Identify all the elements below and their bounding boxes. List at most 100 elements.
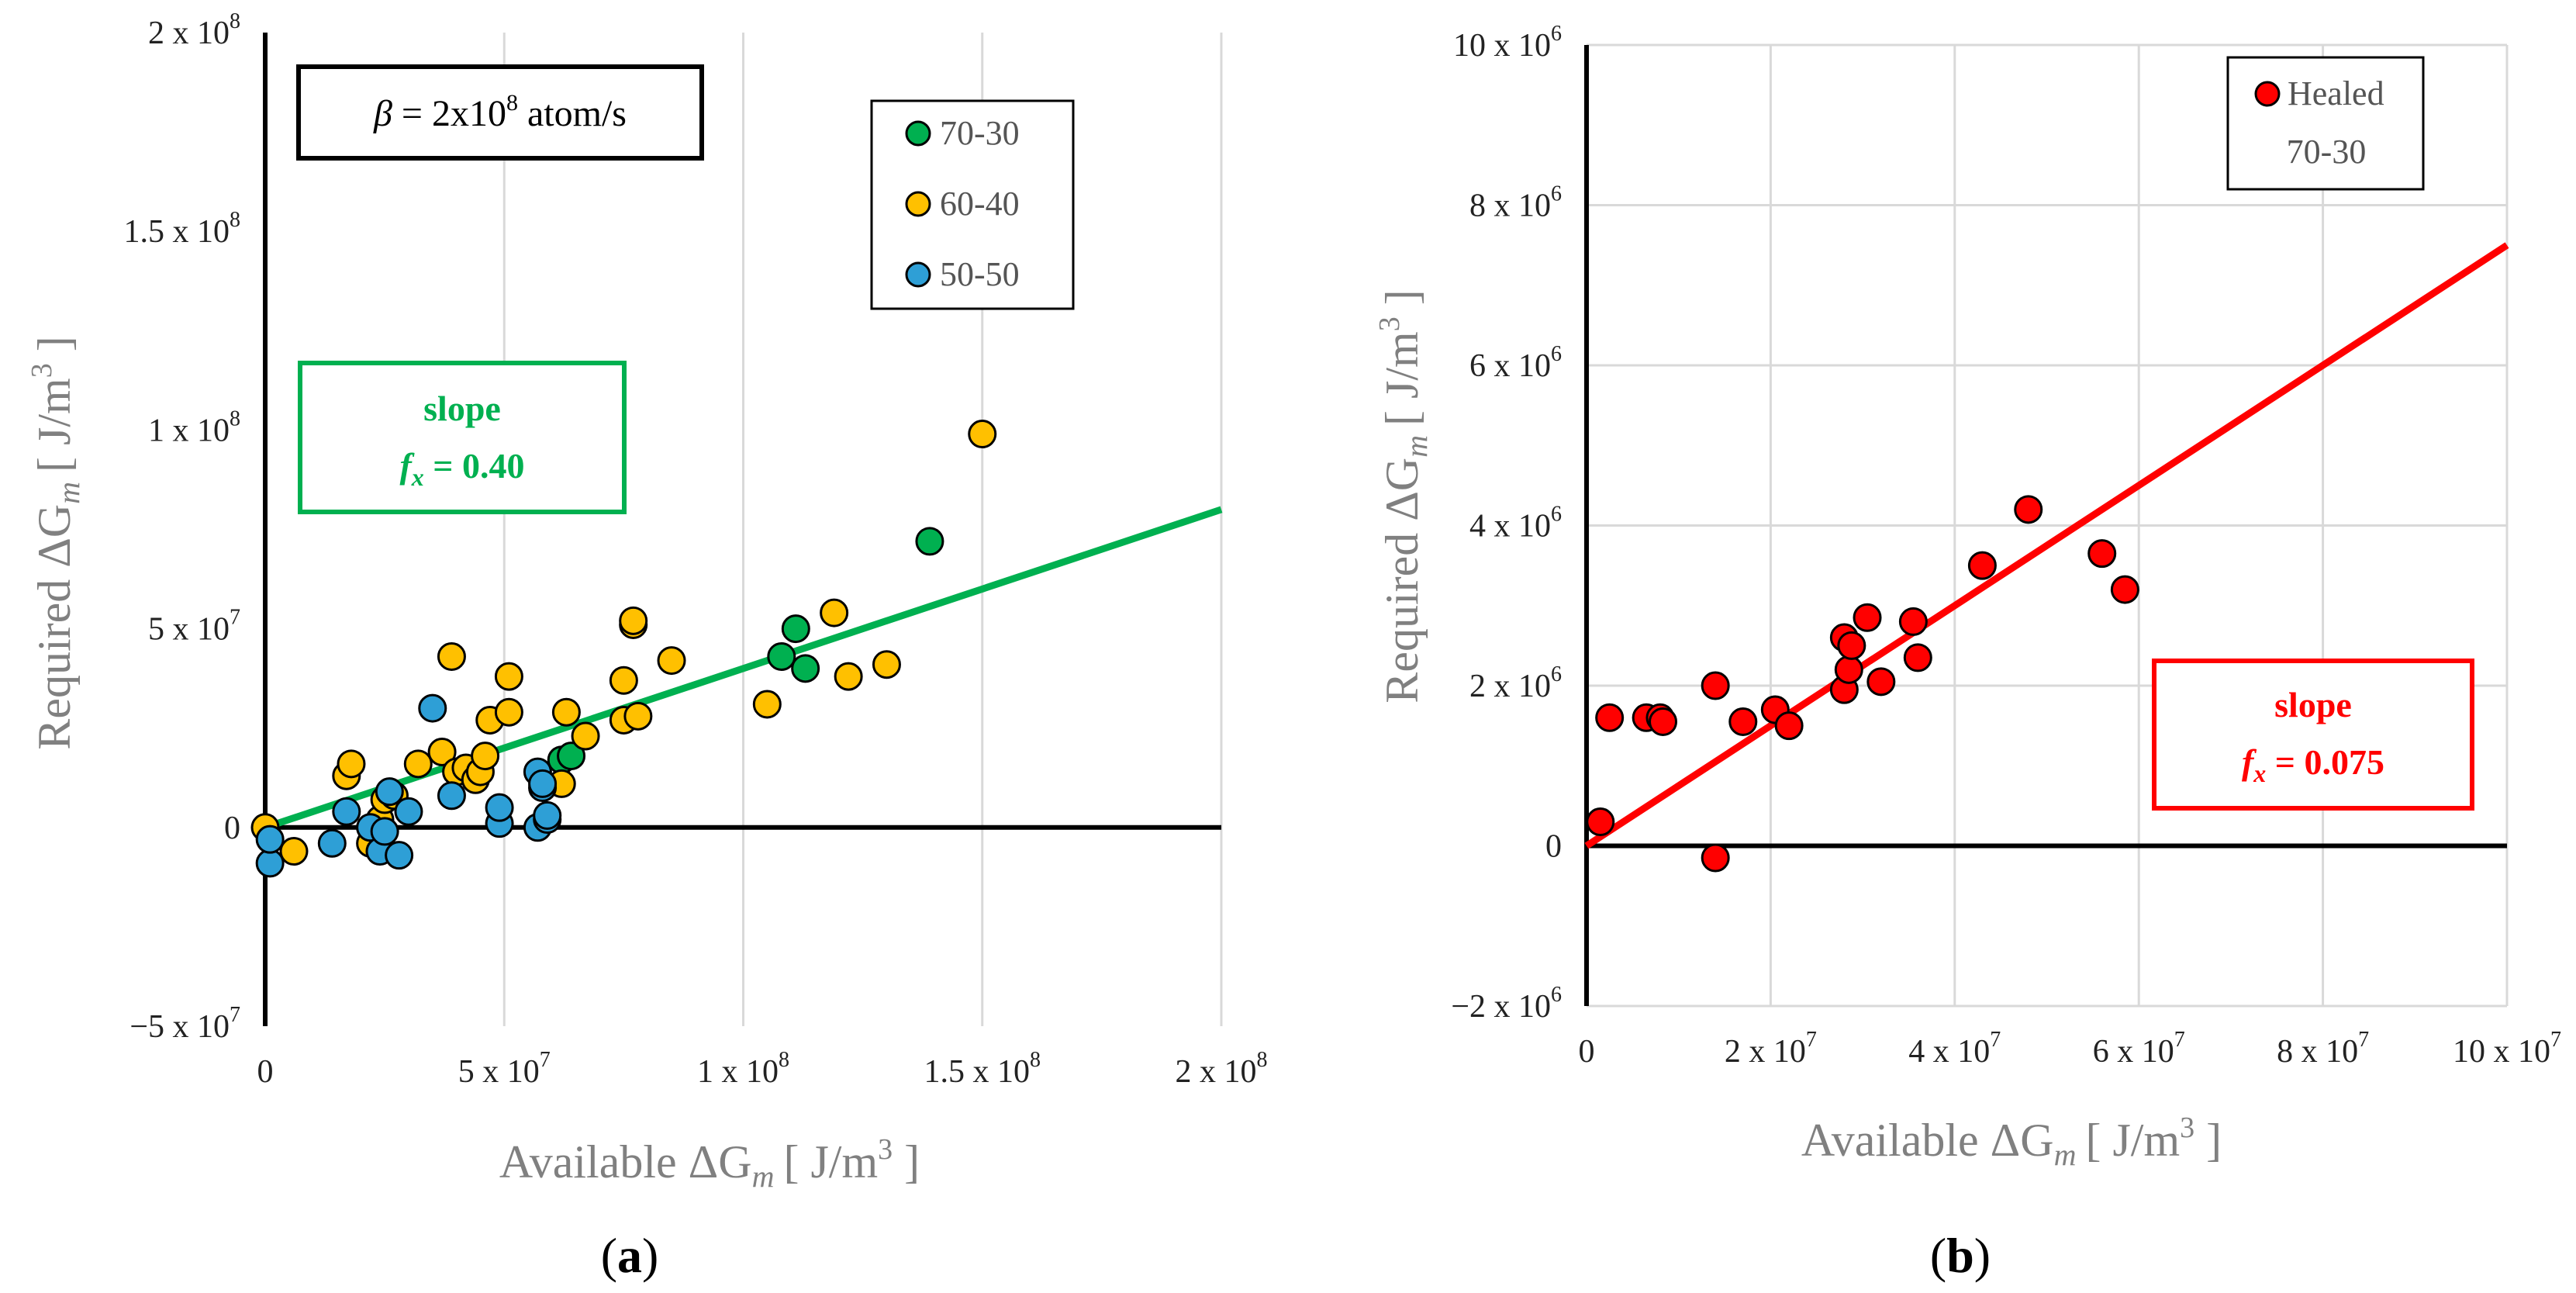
point-50-50-7 [375,777,404,807]
y-tick-label-5: 2 x 108 [148,9,240,51]
x-tick-label-5: 10 x 107 [2453,1028,2561,1070]
y-tick-label-2: 5 x 107 [148,606,240,648]
point-60-40-10 [427,737,457,766]
panel-a-gridlines [502,33,1223,1026]
point-70-30-3 [915,527,944,556]
point-50-50-6 [370,817,399,846]
slope-box-a: slope fx = 0.40 [298,361,627,514]
point-50-50-2 [317,828,347,858]
y-tick-label-3: 4 x 106 [1469,503,1562,545]
point-60-40-32 [872,650,901,679]
point-60-40-16 [471,742,500,771]
point-healed-15 [1866,667,1896,697]
slope-box-b: slope fx = 0.075 [2152,659,2474,811]
y-tick-label-3: 1 x 108 [148,406,240,448]
legend-a-marker-70-30 [905,120,931,147]
point-healed-17 [1903,643,1932,672]
panel-a-x-title: Available ΔGm[ J/m3 ] [499,1133,920,1194]
panel-b: 0 2 x 107 4 x 107 6 x 107 8 x 107 10 x 107 −2 … [1373,22,2561,1283]
point-50-50-9 [394,797,423,826]
point-60-40-21 [551,697,581,727]
point-healed-4 [1649,707,1678,736]
point-70-30-0 [767,641,796,671]
point-50-50-8 [385,841,414,870]
point-60-40-30 [820,598,849,627]
panel-a: 0 5 x 107 1 x 108 1.5 x 108 2 x 108 −5 x 107 0… [26,9,1268,1283]
point-60-40-11 [437,641,466,671]
beta-box-text: β = 2x108 atom/s [373,90,627,134]
x-tick-label-0: 0 [1579,1034,1595,1070]
legend-a-label-60-40: 60-40 [940,185,1020,223]
x-tick-label-1: 2 x 107 [1725,1028,1817,1070]
panel-a-points [250,420,997,878]
point-healed-21 [2110,575,2139,604]
legend-a-marker-60-40 [905,191,931,217]
point-50-50-3 [332,797,361,826]
legend-a-label-50-50: 50-50 [940,255,1020,293]
point-healed-14 [1853,603,1882,632]
x-tick-label-0: 0 [257,1054,274,1090]
point-healed-12 [1834,655,1863,684]
y-tick-label-4: 6 x 106 [1469,342,1562,384]
point-60-40-19 [494,662,523,691]
panel-b-label: (b) [1930,1228,1991,1283]
point-healed-19 [2014,495,2043,524]
point-50-50-0 [255,849,285,878]
x-tick-label-4: 2 x 108 [1176,1048,1268,1090]
slope-box-b-value: fx = 0.075 [2242,742,2384,787]
point-healed-9 [1774,711,1804,741]
point-healed-0 [1586,807,1615,837]
y-tick-label-2: 2 x 106 [1469,662,1562,704]
point-60-40-27 [623,701,653,731]
point-healed-20 [2087,539,2117,569]
y-tick-label-0: −5 x 107 [129,1003,240,1045]
panel-b-x-title: Available ΔGm[ J/m3 ] [1801,1111,2222,1172]
point-healed-18 [1967,551,1997,580]
legend-a-label-70-30: 70-30 [940,114,1020,152]
point-60-40-29 [752,690,782,719]
x-tick-label-3: 1.5 x 108 [924,1048,1041,1090]
legend-b: Healed 70-30 [2226,56,2425,191]
point-70-30-1 [781,614,810,644]
point-60-40-24 [609,666,638,695]
point-healed-6 [1701,843,1730,873]
x-tick-label-2: 1 x 108 [697,1048,789,1090]
point-70-30-5 [557,742,586,771]
x-tick-label-1: 5 x 107 [458,1048,551,1090]
point-60-40-26 [619,606,648,635]
beta-box: β = 2x108 atom/s [296,64,704,161]
point-50-50-18 [533,800,562,830]
y-tick-label-6: 10 x 106 [1453,22,1562,64]
legend-b-label-line1: Healed [2288,74,2384,112]
point-healed-7 [1728,707,1758,736]
y-tick-label-0: −2 x 106 [1451,983,1562,1025]
y-tick-label-5: 8 x 106 [1469,182,1562,224]
panel-a-tick-labels: 0 5 x 107 1 x 108 1.5 x 108 2 x 108 −5 x 107 0… [124,9,1268,1090]
y-tick-label-4: 1.5 x 108 [124,208,241,250]
point-70-30-2 [791,654,820,683]
point-60-40-22 [571,721,600,751]
y-tick-label-1: 0 [224,811,240,846]
slope-box-b-title: slope [2274,685,2352,724]
point-60-40-4 [337,749,366,779]
x-tick-label-4: 8 x 107 [2277,1028,2369,1070]
panel-b-fit-line [1584,242,2509,849]
legend-b-label-line2: 70-30 [2287,133,2367,171]
x-tick-label-3: 6 x 107 [2093,1028,2185,1070]
point-60-40-31 [834,662,863,691]
panel-b-y-title: Required ΔGm[ J/m3 ] [1373,289,1434,703]
point-healed-5 [1701,671,1730,700]
point-60-40-2 [279,837,309,866]
slope-box-a-title: slope [423,389,501,428]
point-50-50-11 [437,781,466,811]
panel-a-y-title: Required ΔGm[ J/m3 ] [26,336,86,749]
x-tick-label-2: 4 x 107 [1908,1028,2001,1070]
point-60-40-9 [403,749,433,779]
point-60-40-28 [657,646,686,676]
point-50-50-13 [485,793,514,822]
point-60-40-0 [968,420,997,449]
point-60-40-18 [494,697,523,727]
panel-a-label: (a) [601,1228,659,1283]
point-50-50-19 [528,769,558,798]
